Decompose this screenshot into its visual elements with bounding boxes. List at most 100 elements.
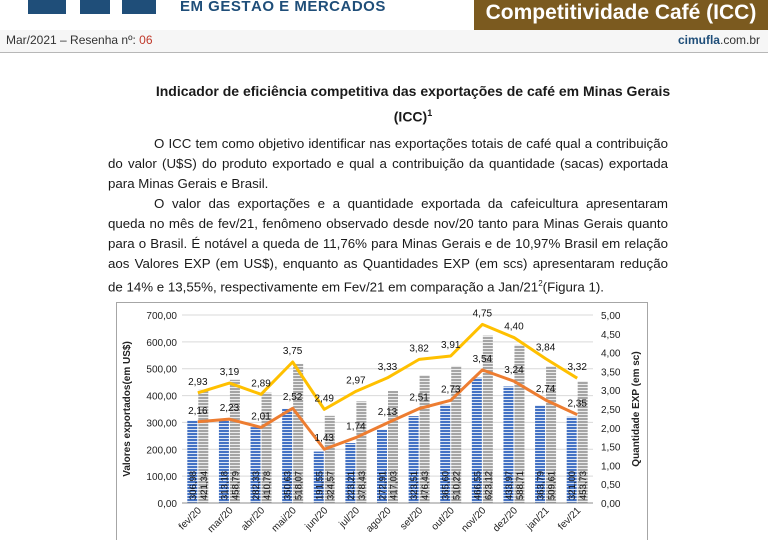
y2-tick-label: 4,50 (601, 330, 621, 341)
y-tick-label: 600,00 (146, 338, 177, 349)
y-tick-label: 400,00 (146, 392, 177, 403)
y2-tick-label: 3,50 (601, 367, 621, 378)
x-tick-label: fev/21 (556, 505, 583, 532)
line-value-label: 3,91 (441, 340, 461, 351)
x-tick-label: out/20 (429, 505, 457, 533)
x-tick-label: abr/20 (239, 505, 267, 533)
x-tick-label: jul/20 (337, 505, 363, 531)
line-value-label: 2,73 (441, 384, 461, 395)
logo-letter-i (80, 0, 110, 14)
y2-tick-label: 0,50 (601, 480, 621, 491)
bar-brasil (293, 363, 304, 503)
bar-value-label: 191,55 (314, 471, 325, 500)
x-tick-label: jan/21 (524, 505, 552, 533)
line-value-label: 2,51 (409, 393, 429, 404)
bar-brasil (229, 379, 240, 503)
line-value-label: 3,54 (473, 354, 493, 365)
line-qty-minas-gerais (197, 368, 578, 451)
x-tick-label: mai/20 (270, 505, 299, 534)
x-tick-label: fev/20 (177, 505, 204, 532)
line-qty-brasil (197, 322, 578, 411)
site-link[interactable]: cimufla.com.br (678, 33, 760, 47)
bar-value-label: 282,33 (251, 471, 262, 500)
bar-minas-gerais (282, 408, 293, 503)
bar-value-label: 453,73 (578, 471, 589, 500)
paragraph-2-figref: (Figura 1). (542, 279, 604, 295)
bar-minas-gerais (408, 416, 419, 503)
line-value-label: 3,33 (378, 362, 398, 373)
line-value-label: 2,49 (315, 393, 335, 404)
bar-value-label: 223,21 (346, 471, 357, 500)
line-value-label: 3,84 (536, 343, 556, 354)
bar-brasil (261, 392, 272, 503)
bar-brasil (388, 390, 398, 503)
line-value-label: 2,93 (188, 377, 208, 388)
bar-minas-gerais (503, 386, 514, 503)
logo-letter-c (28, 0, 66, 14)
line-value-label: 2,35 (567, 399, 587, 410)
x-tick-label: nov/20 (459, 505, 488, 534)
bar-value-label: 324,57 (325, 471, 336, 500)
bar-brasil (482, 335, 493, 503)
bar-brasil (451, 365, 462, 503)
bar-value-label: 421,34 (199, 471, 210, 500)
paragraph-2-text: O valor das exportações e a quantidade e… (108, 196, 668, 295)
line-value-label: 1,74 (346, 422, 366, 433)
bar-brasil (356, 401, 367, 503)
paragraph-1: O ICC tem como objetivo identificar nas … (108, 134, 668, 194)
bar-value-label: 365,60 (441, 471, 452, 500)
bar-minas-gerais (313, 451, 324, 503)
bar-minas-gerais (345, 443, 356, 503)
y2-tick-label: 2,00 (601, 424, 621, 435)
y-tick-label: 300,00 (146, 418, 177, 429)
y2-tick-label: 5,00 (601, 311, 621, 322)
bar-brasil (419, 375, 430, 503)
y2-tick-label: 2,50 (601, 405, 621, 416)
x-tick-label: ago/20 (364, 505, 394, 535)
bar-value-label: 272,91 (378, 471, 389, 500)
bar-value-label: 466,55 (472, 471, 483, 500)
bar-minas-gerais (440, 404, 451, 503)
site-domain: .com.br (719, 33, 760, 47)
line-value-label: 2,89 (251, 378, 271, 389)
bar-value-label: 518,07 (294, 471, 305, 500)
issue-prefix: Mar/2021 – Resenha nº: (6, 33, 140, 47)
bar-minas-gerais (535, 405, 546, 503)
line-value-label: 1,43 (315, 433, 335, 444)
meta-bar: Mar/2021 – Resenha nº: 06 cimufla.com.br (0, 30, 768, 53)
bar-value-label: 306,98 (188, 471, 199, 500)
bar-value-label: 433,97 (504, 471, 515, 500)
bar-value-label: 417,03 (389, 471, 400, 500)
line-value-label: 3,82 (409, 343, 429, 354)
y-axis-title: Valores exportados(em US$) (122, 341, 133, 477)
bar-brasil (514, 344, 525, 503)
bar-value-label: 350,63 (283, 471, 294, 500)
bar-brasil (577, 381, 588, 503)
line-value-label: 2,01 (251, 411, 271, 422)
section-title: Competitividade Café (ICC) (474, 0, 768, 30)
y-tick-label: 700,00 (146, 311, 177, 322)
line-value-label: 2,74 (536, 384, 556, 395)
y-tick-label: 200,00 (146, 445, 177, 456)
bar-value-label: 363,79 (536, 471, 547, 500)
bar-brasil (324, 415, 335, 503)
logo (0, 0, 160, 14)
title-abbrev: (ICC)1 (108, 102, 718, 128)
line-value-label: 2,97 (346, 375, 366, 386)
bar-value-label: 476,43 (420, 471, 431, 500)
y2-axis-title: Quantidade EXP (em sc) (631, 351, 642, 466)
title-paren: (ICC) (393, 108, 428, 125)
paragraph-2-footnote: 2 (538, 279, 543, 288)
bar-minas-gerais (566, 416, 577, 503)
bar-value-label: 410,78 (262, 471, 273, 500)
y2-tick-label: 1,00 (601, 461, 621, 472)
x-tick-label: jun/20 (303, 505, 331, 533)
bar-value-label: 510,22 (452, 471, 463, 500)
line-value-label: 3,19 (220, 367, 240, 378)
line-value-label: 2,16 (188, 406, 208, 417)
bar-brasil (198, 389, 209, 503)
line-value-label: 3,75 (283, 346, 303, 357)
issue-number: 06 (139, 33, 153, 47)
bar-value-label: 509,61 (547, 471, 558, 500)
title-main: Indicador de eficiência competitiva das … (155, 83, 671, 99)
